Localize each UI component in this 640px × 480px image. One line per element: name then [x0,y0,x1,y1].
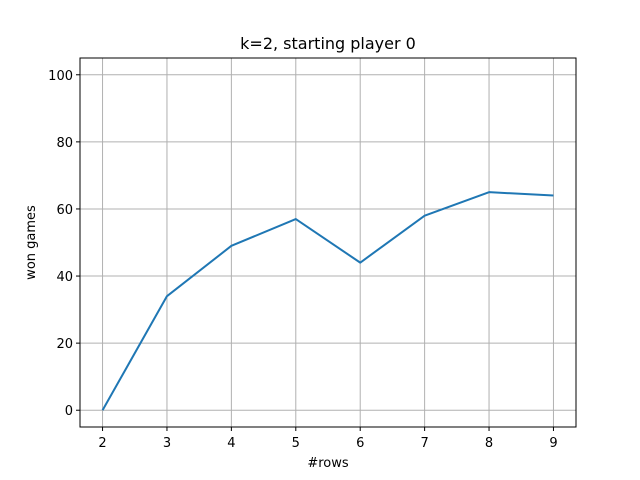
x-tick-label: 5 [292,436,300,451]
y-tick-label: 100 [48,69,73,84]
chart-title: k=2, starting player 0 [240,34,416,53]
x-tick-label: 9 [549,436,557,451]
x-tick-label: 6 [356,436,364,451]
y-tick-label: 0 [65,404,73,419]
x-tick-label: 7 [420,436,428,451]
y-axis-label: won games [24,205,39,280]
x-tick-label: 4 [227,436,235,451]
y-tick-label: 80 [56,136,73,151]
series-line [103,192,554,410]
x-tick-label: 8 [485,436,493,451]
grid-lines [80,58,576,427]
x-axis-ticks: 2 3 4 5 6 7 8 9 [98,427,557,451]
y-axis-ticks: 0 20 40 60 80 100 [48,69,80,419]
series-layer [103,192,554,410]
y-tick-label: 40 [56,270,73,285]
x-tick-label: 2 [98,436,106,451]
x-axis-label: #rows [307,456,349,471]
y-tick-label: 60 [56,203,73,218]
y-tick-label: 20 [56,337,73,352]
plot-frame [80,58,576,427]
x-tick-label: 3 [163,436,171,451]
